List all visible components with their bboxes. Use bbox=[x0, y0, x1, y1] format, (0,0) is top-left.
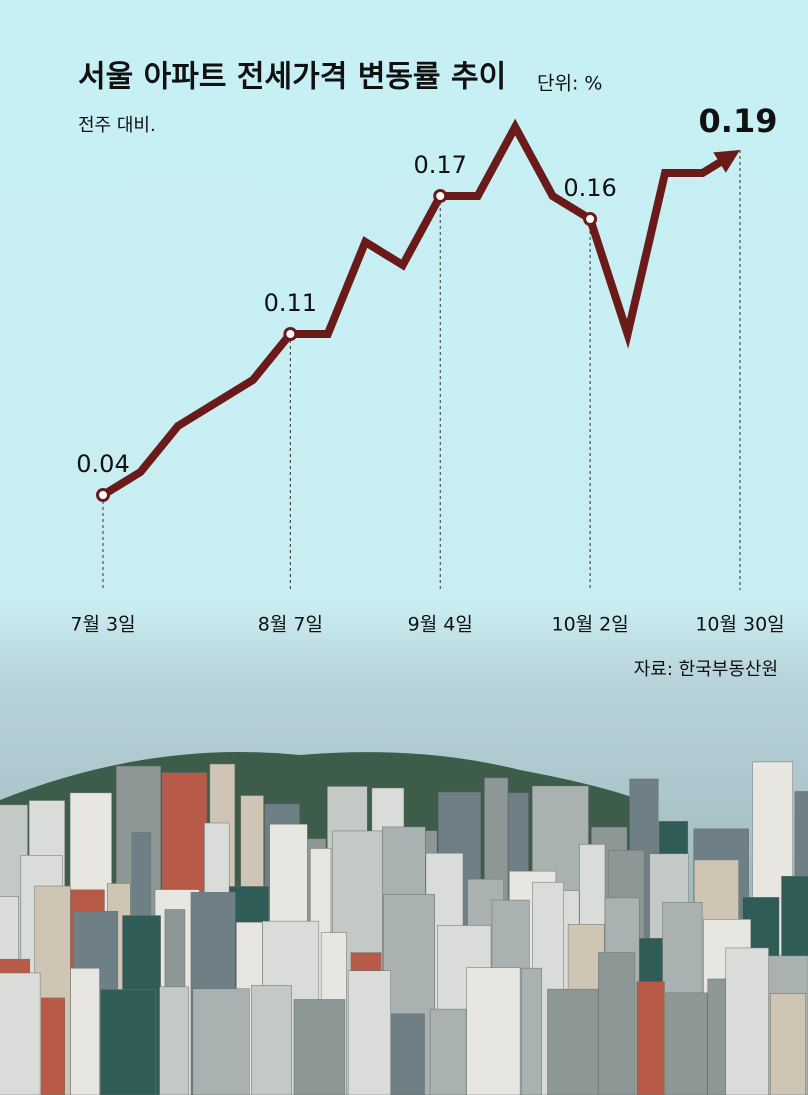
building bbox=[770, 993, 806, 1095]
x-tick-label: 8월 7일 bbox=[258, 614, 323, 636]
x-tick-label: 7월 3일 bbox=[70, 614, 135, 636]
building bbox=[725, 947, 769, 1095]
building bbox=[251, 985, 292, 1095]
city-photo bbox=[0, 752, 808, 1095]
building bbox=[665, 992, 708, 1095]
line bbox=[100, 118, 729, 499]
building bbox=[159, 986, 189, 1095]
building bbox=[636, 981, 665, 1095]
data-label: 0.19 bbox=[699, 102, 778, 140]
x-tick-label: 10월 2일 bbox=[551, 614, 628, 636]
subtitle: 전주 대비. bbox=[78, 115, 156, 136]
building bbox=[293, 999, 346, 1095]
point bbox=[283, 327, 298, 341]
building bbox=[100, 989, 156, 1095]
point bbox=[96, 488, 110, 502]
arrow-head bbox=[713, 150, 740, 173]
building bbox=[347, 970, 391, 1095]
point bbox=[583, 212, 598, 226]
building bbox=[466, 967, 521, 1095]
data-label: 0.16 bbox=[563, 174, 616, 202]
building bbox=[391, 1013, 425, 1095]
building bbox=[41, 997, 65, 1095]
data-label: 0.11 bbox=[264, 289, 317, 317]
building bbox=[707, 978, 727, 1095]
source: 자료: 한국부동산원 bbox=[634, 659, 778, 680]
data-label: 0.17 bbox=[414, 151, 467, 179]
building bbox=[429, 1008, 467, 1095]
building bbox=[192, 988, 250, 1095]
x-tick-label: 9월 4일 bbox=[408, 614, 473, 636]
chart-title: 서울 아파트 전세가격 변동률 추이 bbox=[78, 60, 506, 95]
building bbox=[70, 967, 100, 1095]
data-label: 0.04 bbox=[76, 450, 129, 478]
building bbox=[0, 972, 41, 1095]
building bbox=[547, 988, 599, 1095]
building bbox=[598, 952, 636, 1095]
x-tick-label: 10월 30일 bbox=[695, 614, 784, 636]
point bbox=[433, 189, 448, 203]
unit-label: 단위: % bbox=[537, 73, 602, 95]
building bbox=[521, 967, 542, 1095]
